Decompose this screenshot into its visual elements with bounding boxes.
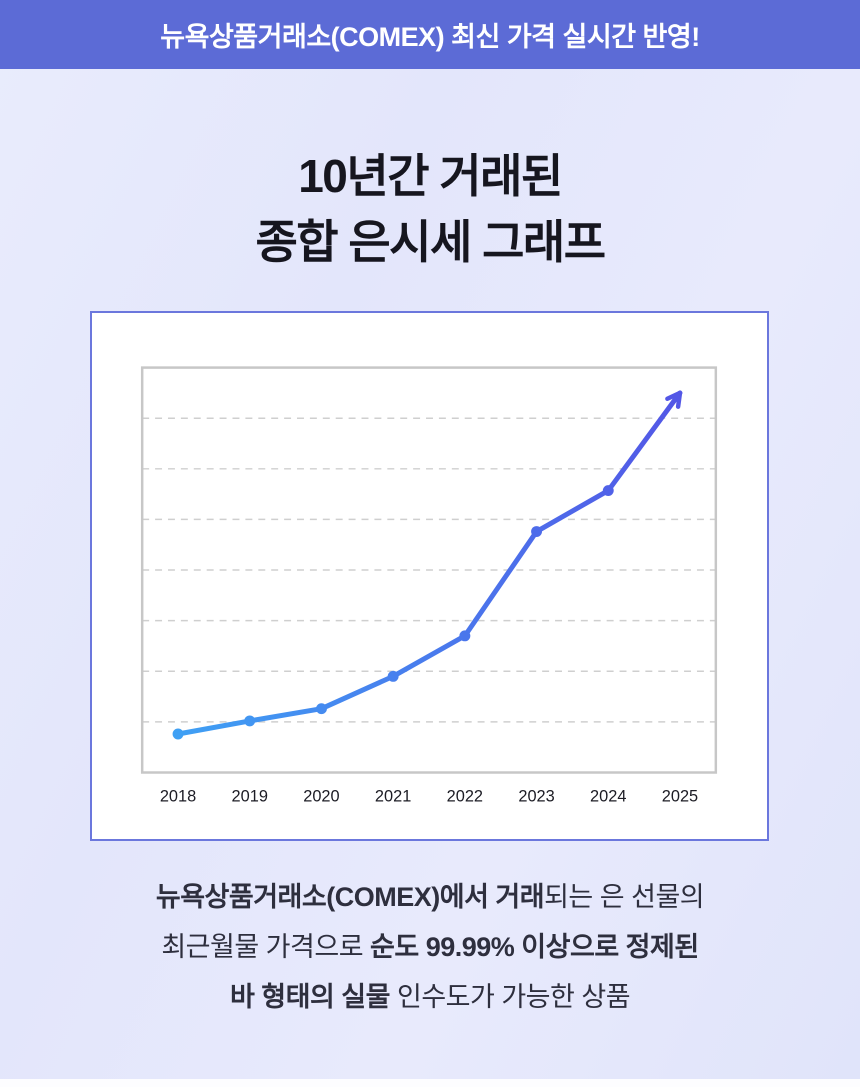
description-segment-bold: 뉴욕상품거래소(COMEX)에서 거래	[155, 882, 545, 912]
description-segment-bold: 순도 99.99% 이상으로 정제된	[370, 932, 699, 962]
x-axis-label: 2019	[232, 787, 268, 805]
data-point	[602, 485, 614, 497]
title-line-2: 종합 은시세 그래프	[255, 216, 606, 268]
banner-text: 뉴욕상품거래소(COMEX) 최신 가격 실시간 반영!	[160, 22, 700, 52]
x-axis-label: 2022	[447, 787, 483, 805]
bottom-strip	[0, 1079, 860, 1087]
description-line: 바 형태의 실물 인수도가 가능한 상품	[0, 972, 860, 1022]
description-segment: 인수도가 가능한 상품	[389, 982, 631, 1012]
trend-line	[175, 390, 683, 737]
data-point	[459, 630, 471, 642]
chart-card: 2018 2019 2020 2021 2022 2023 2024 2025	[90, 311, 769, 841]
x-axis-label: 2018	[160, 787, 196, 805]
description-segment: 최근월물 가격으로	[161, 932, 371, 962]
description-segment-bold: 바 형태의 실물	[229, 982, 391, 1012]
description-line: 뉴욕상품거래소(COMEX)에서 거래되는 은 선물의	[0, 872, 860, 922]
plot-border	[140, 366, 718, 774]
x-axis-label: 2023	[518, 787, 554, 805]
data-point	[244, 715, 256, 727]
page-title: 10년간 거래된 종합 은시세 그래프	[0, 143, 860, 275]
x-axis-label: 2024	[590, 787, 626, 805]
data-point	[531, 526, 543, 537]
description-text: 뉴욕상품거래소(COMEX)에서 거래되는 은 선물의 최근월물 가격으로 순도 …	[0, 872, 860, 1022]
x-axis-label: 2021	[375, 787, 411, 805]
data-point	[315, 703, 327, 715]
description-segment: 되는 은 선물의	[544, 882, 705, 912]
description-line: 최근월물 가격으로 순도 99.99% 이상으로 정제된	[0, 922, 860, 972]
top-banner: 뉴욕상품거래소(COMEX) 최신 가격 실시간 반영!	[0, 0, 860, 69]
title-line-1: 10년간 거래된	[298, 150, 563, 202]
data-point	[172, 728, 184, 740]
x-axis-label: 2025	[662, 787, 698, 805]
x-axis-label: 2020	[303, 787, 339, 805]
silver-price-line-chart: 2018 2019 2020 2021 2022 2023 2024 2025	[140, 366, 718, 805]
data-point	[387, 670, 399, 682]
arrow-head	[665, 390, 683, 409]
